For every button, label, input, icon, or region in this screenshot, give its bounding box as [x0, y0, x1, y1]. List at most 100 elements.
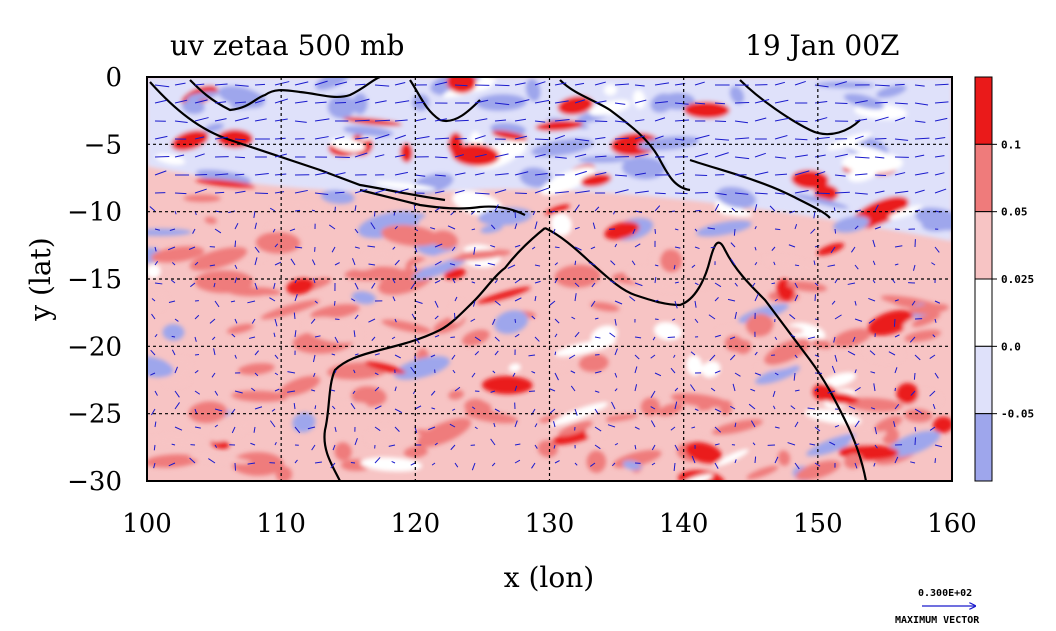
vorticity-patch: [791, 169, 829, 190]
wind-vector: [354, 119, 370, 122]
wind-vector: [914, 84, 925, 87]
wind-vector: [934, 458, 937, 464]
wind-vector: [274, 441, 277, 446]
wind-vector: [334, 101, 347, 104]
wind-vector: [150, 349, 156, 356]
wind-vector: [829, 441, 836, 446]
wind-vector: [654, 264, 659, 267]
wind-vector: [474, 172, 485, 176]
wind-vector: [491, 462, 496, 467]
wind-vector: [594, 426, 602, 432]
wind-vector: [230, 300, 236, 303]
wind-vector: [594, 81, 606, 86]
wind-vector: [274, 354, 279, 360]
wind-vector: [614, 318, 617, 326]
wind-vector: [574, 170, 587, 176]
wind-vector: [934, 136, 946, 140]
wind-vector: [428, 426, 436, 431]
wind-vector: [294, 459, 298, 464]
wind-vector: [894, 403, 900, 410]
wind-vector: [912, 264, 916, 271]
vector-reference: 0.300E+02 MAXIMUM VECTOR: [895, 588, 980, 626]
vorticity-patch: [189, 247, 248, 271]
wind-vector: [614, 174, 627, 177]
wind-vector: [714, 426, 721, 433]
vorticity-patch: [688, 265, 715, 288]
wind-vector: [434, 442, 438, 446]
wind-vector: [534, 221, 538, 230]
wind-vector: [834, 191, 850, 194]
wind-vector: [854, 420, 860, 428]
colorbar-swatch: [974, 76, 993, 145]
wind-vector: [847, 350, 856, 356]
wind-vector: [311, 389, 316, 392]
wind-vector: [190, 282, 196, 288]
wind-vector: [614, 388, 618, 392]
wind-vector: [872, 239, 876, 248]
wind-vector: [454, 386, 461, 392]
wind-vector: [874, 116, 889, 122]
wind-vector: [313, 372, 316, 378]
wind-vector: [434, 190, 445, 194]
wind-vector: [591, 282, 596, 288]
wind-vector: [929, 426, 936, 431]
wind-vector: [714, 282, 722, 288]
wind-vector: [474, 426, 478, 430]
wind-vector: [534, 99, 550, 104]
wind-vector: [654, 117, 666, 122]
wind-vector: [274, 372, 279, 376]
wind-vector: [634, 135, 646, 140]
wind-vector: [434, 280, 441, 284]
wind-vector: [430, 227, 436, 230]
vorticity-patch: [480, 224, 503, 234]
wind-vector: [790, 405, 796, 410]
wind-vector: [594, 206, 600, 212]
vorticity-patch: [550, 212, 572, 236]
wind-vector: [490, 390, 496, 393]
wind-vector: [774, 456, 779, 464]
wind-vector: [734, 101, 750, 104]
wind-vector: [913, 372, 916, 380]
wind-vector: [234, 264, 238, 270]
wind-vector: [491, 318, 496, 325]
wind-vector: [554, 372, 559, 381]
wind-vector: [254, 118, 267, 122]
wind-vector: [694, 300, 697, 308]
wind-vector: [374, 353, 380, 356]
wind-vector: [634, 336, 642, 339]
vorticity-patch: [147, 355, 174, 378]
vorticity-patch: [320, 401, 368, 411]
wind-vector: [571, 316, 576, 320]
vorticity-patch: [844, 453, 864, 469]
x-tick-label: 110: [256, 509, 306, 539]
vorticity-patch: [279, 375, 321, 397]
wind-vector: [714, 102, 726, 105]
wind-vector: [234, 390, 243, 394]
vorticity-patch: [903, 408, 933, 423]
wind-vector: [449, 263, 456, 266]
wind-vector: [434, 315, 439, 320]
wind-vector: [354, 83, 366, 86]
vorticity-patch: [292, 412, 316, 433]
wind-vector: [234, 117, 249, 122]
wind-vector: [714, 138, 730, 141]
wind-vector: [854, 173, 868, 176]
wind-vector: [254, 99, 266, 104]
wind-vector: [909, 336, 916, 343]
wind-vector: [774, 117, 789, 122]
vorticity-patch: [364, 361, 406, 374]
wind-vector: [411, 313, 416, 320]
wind-vector: [814, 426, 821, 432]
wind-vector: [514, 297, 522, 302]
wind-vector: [374, 84, 390, 87]
vorticity-patch: [896, 382, 919, 405]
wind-vector: [410, 282, 416, 290]
wind-vector: [254, 83, 266, 86]
wind-vector: [634, 243, 641, 248]
wind-vector: [834, 174, 846, 177]
wind-vector: [611, 401, 616, 410]
wind-vector: [354, 437, 358, 446]
wind-vector: [854, 209, 861, 212]
wind-vector: [594, 155, 607, 158]
wind-vector: [594, 136, 606, 140]
